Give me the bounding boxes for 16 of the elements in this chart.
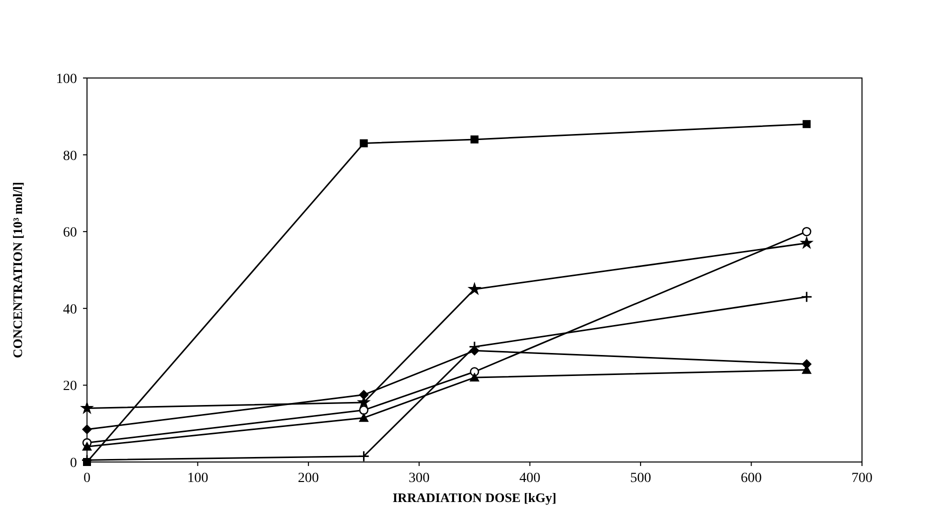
x-tick-label: 700 [852,471,872,486]
x-tick-label: 400 [519,471,540,486]
y-tick-label: 0 [70,456,77,471]
x-tick-label: 300 [408,471,430,486]
y-tick-label: 60 [63,226,77,241]
y-axis-title: CONCENTRATION [10³ mol/l] [10,182,25,358]
x-tick-label: 500 [630,471,652,486]
x-tick-label: 200 [298,471,319,486]
y-tick-label: 40 [63,302,77,318]
x-tick-label: 100 [187,471,208,486]
x-tick-label: 600 [740,471,762,486]
x-tick-label: 0 [84,471,90,486]
y-tick-label: 100 [56,72,77,87]
x-axis-title: IRRADIATION DOSE [kGy] [392,490,556,505]
y-tick-label: 80 [63,148,77,164]
y-tick-label: 20 [63,379,77,394]
